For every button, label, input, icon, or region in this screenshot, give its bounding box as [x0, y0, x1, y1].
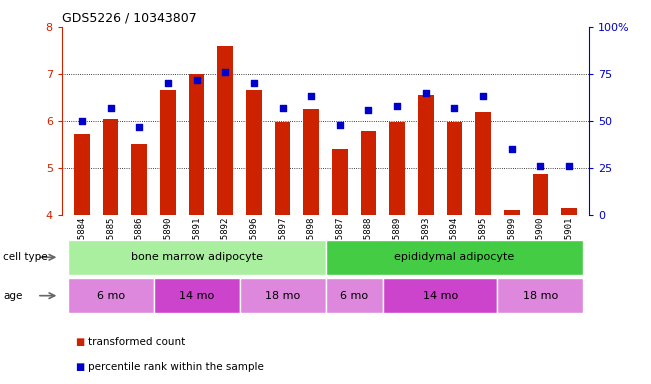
Point: [105, 105, 116, 111]
Bar: [132, 144, 147, 215]
Bar: [275, 122, 290, 215]
Bar: [326, 278, 383, 313]
Bar: [303, 109, 319, 215]
Text: age: age: [3, 291, 23, 301]
Bar: [475, 112, 491, 215]
Text: ■: ■: [75, 362, 84, 372]
Point: [449, 105, 460, 111]
Point: [277, 105, 288, 111]
Text: cell type: cell type: [3, 252, 48, 262]
Bar: [447, 122, 462, 215]
Point: [335, 122, 345, 128]
Bar: [246, 90, 262, 215]
Text: 14 mo: 14 mo: [179, 291, 214, 301]
Bar: [361, 131, 376, 215]
Text: bone marrow adipocyte: bone marrow adipocyte: [131, 252, 262, 262]
Bar: [418, 95, 434, 215]
Text: 14 mo: 14 mo: [422, 291, 458, 301]
Bar: [240, 278, 326, 313]
Point: [220, 69, 230, 75]
Point: [506, 146, 517, 152]
Point: [564, 163, 574, 169]
Bar: [103, 119, 118, 215]
Bar: [561, 208, 577, 215]
Text: GDS5226 / 10343807: GDS5226 / 10343807: [62, 12, 197, 25]
Bar: [160, 90, 176, 215]
Bar: [68, 240, 326, 275]
Text: percentile rank within the sample: percentile rank within the sample: [88, 362, 264, 372]
Point: [363, 107, 374, 113]
Text: ■: ■: [75, 337, 84, 347]
Bar: [383, 278, 497, 313]
Bar: [74, 134, 90, 215]
Bar: [504, 210, 519, 215]
Point: [421, 90, 431, 96]
Text: 18 mo: 18 mo: [265, 291, 300, 301]
Point: [77, 118, 87, 124]
Bar: [189, 74, 204, 215]
Point: [535, 163, 546, 169]
Point: [392, 103, 402, 109]
Bar: [326, 240, 583, 275]
Text: 18 mo: 18 mo: [523, 291, 558, 301]
Point: [163, 80, 173, 86]
Point: [249, 80, 259, 86]
Text: transformed count: transformed count: [88, 337, 185, 347]
Bar: [332, 149, 348, 215]
Point: [191, 76, 202, 83]
Text: 6 mo: 6 mo: [340, 291, 368, 301]
Text: epididymal adipocyte: epididymal adipocyte: [395, 252, 514, 262]
Bar: [389, 122, 405, 215]
Bar: [497, 278, 583, 313]
Point: [478, 93, 488, 99]
Bar: [154, 278, 240, 313]
Text: 6 mo: 6 mo: [96, 291, 124, 301]
Bar: [533, 174, 548, 215]
Point: [134, 124, 145, 130]
Bar: [217, 46, 233, 215]
Point: [306, 93, 316, 99]
Bar: [68, 278, 154, 313]
